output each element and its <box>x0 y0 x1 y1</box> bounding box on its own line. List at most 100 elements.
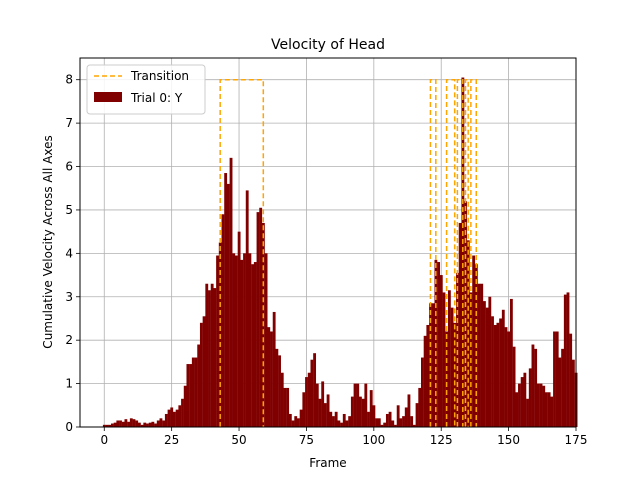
bar <box>111 423 114 427</box>
bar <box>439 275 443 427</box>
bar <box>326 394 330 427</box>
bar <box>340 422 343 427</box>
bar <box>356 383 360 427</box>
x-axis-label: Frame <box>309 456 346 470</box>
bar <box>151 421 155 427</box>
bar <box>410 416 414 427</box>
transition-line <box>464 78 469 427</box>
bar <box>164 413 168 427</box>
bar <box>491 316 494 427</box>
bar <box>394 424 397 427</box>
bar <box>323 403 327 427</box>
bar <box>272 311 276 427</box>
bar <box>571 359 575 427</box>
bar <box>367 411 370 427</box>
bar <box>148 422 152 427</box>
x-tick-label: 100 <box>362 433 385 447</box>
bar <box>235 255 238 427</box>
bar <box>253 262 257 427</box>
bar <box>283 387 287 427</box>
bar <box>480 283 484 427</box>
bar <box>243 253 246 427</box>
x-tick-label: 125 <box>430 433 453 447</box>
bar <box>542 385 546 427</box>
bar <box>199 322 203 427</box>
bar <box>143 422 147 427</box>
bar <box>485 307 489 427</box>
bar <box>496 322 500 427</box>
x-tick-label: 150 <box>497 433 520 447</box>
bar <box>504 327 508 427</box>
bar <box>191 357 195 427</box>
bar <box>305 377 308 427</box>
bar <box>421 357 424 427</box>
bar <box>232 253 236 427</box>
ticks: 0 25 50 75 100 125 150 175 0 1 2 3 4 5 6 7 8 <box>65 73 587 447</box>
bar <box>140 424 144 427</box>
legend-trial-swatch <box>94 92 122 102</box>
bar <box>361 398 365 427</box>
bar <box>558 357 562 427</box>
bar <box>377 418 381 427</box>
bar <box>318 398 322 427</box>
bar <box>442 292 446 427</box>
y-tick-label: 3 <box>65 290 73 304</box>
bar <box>539 383 543 427</box>
bar <box>456 272 459 427</box>
bar <box>113 422 117 427</box>
bar <box>237 231 241 427</box>
bar <box>288 413 292 427</box>
bar <box>216 255 219 427</box>
bar <box>353 383 357 427</box>
bar <box>515 392 519 427</box>
transition-line <box>445 78 456 427</box>
bar <box>205 283 209 427</box>
bar <box>348 416 352 427</box>
transition-line <box>219 78 265 427</box>
bar <box>173 411 176 427</box>
bar <box>280 372 284 427</box>
bar <box>189 364 193 427</box>
bar <box>375 418 379 427</box>
bar <box>229 157 233 428</box>
y-tick-label: 2 <box>65 333 73 347</box>
bar <box>119 420 122 427</box>
bar <box>156 420 160 427</box>
bar <box>183 385 187 427</box>
bar <box>477 283 481 427</box>
bar <box>437 262 441 427</box>
bar <box>342 413 346 427</box>
x-tick-label: 0 <box>100 433 108 447</box>
bar <box>512 346 516 427</box>
bar <box>275 348 279 427</box>
bar <box>447 290 451 427</box>
y-tick-label: 0 <box>65 420 73 434</box>
bar <box>264 253 268 427</box>
bar <box>162 420 166 427</box>
y-axis-label: Cumulative Velocity Across All Axes <box>41 135 55 348</box>
bar <box>337 420 341 427</box>
bar <box>310 359 314 427</box>
bar <box>426 324 430 427</box>
bar <box>240 259 244 427</box>
bar <box>380 424 384 427</box>
bar <box>461 77 465 428</box>
bar <box>431 303 435 427</box>
bar <box>429 303 432 427</box>
bar <box>550 396 554 427</box>
bar <box>124 419 128 427</box>
bar <box>329 411 333 427</box>
bar <box>297 418 300 427</box>
bar <box>545 392 548 427</box>
bar <box>332 416 335 427</box>
bar <box>313 353 317 427</box>
y-tick-label: 1 <box>65 377 73 391</box>
bar <box>350 396 354 427</box>
bar <box>135 420 139 427</box>
bar <box>369 390 373 427</box>
bar <box>569 333 573 427</box>
bar <box>526 398 529 427</box>
bar <box>127 421 131 427</box>
bar <box>181 398 184 427</box>
y-tick-label: 7 <box>65 116 73 130</box>
